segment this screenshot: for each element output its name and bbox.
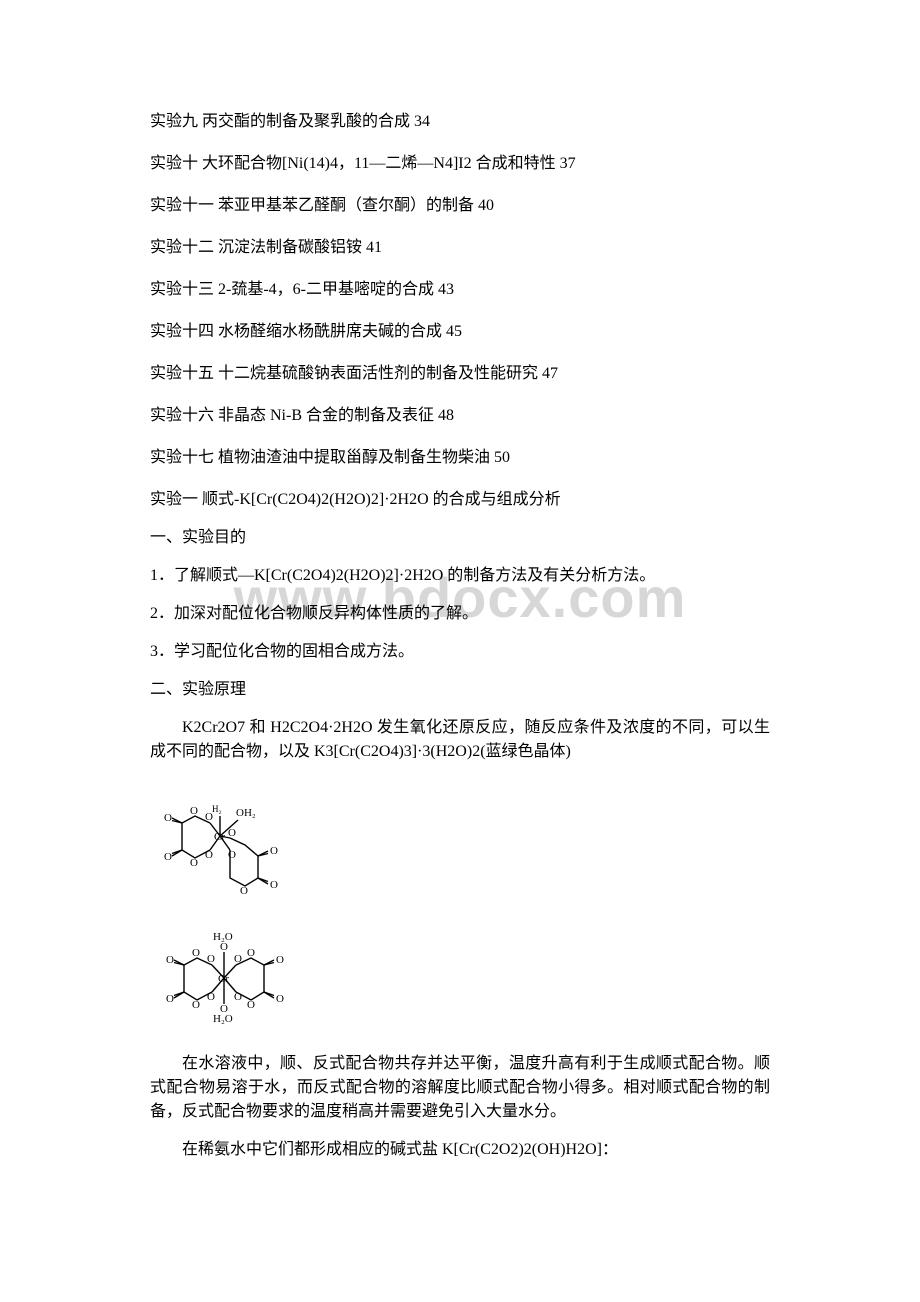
diagram-label-o: O <box>228 849 236 861</box>
section-1-title: 一、实验目的 <box>150 526 770 550</box>
diagram-label-o: O <box>240 885 248 897</box>
objective-item: 2．加深对配位化合物顺反异构体性质的了解。 <box>150 602 770 626</box>
experiment-heading: 实验一 顺式-K[Cr(C2O4)2(H2O)2]·2H2O 的合成与组成分析 <box>150 488 770 512</box>
diagram-label-o: O <box>164 812 172 824</box>
toc-line: 实验十 大环配合物[Ni(14)4，11—二烯—N4]I2 合成和特性 37 <box>150 152 770 176</box>
section-2-title: 二、实验原理 <box>150 678 770 702</box>
diagram-label-o: O <box>166 993 174 1005</box>
diagram-label-h2: H₂ <box>212 804 222 814</box>
diagram-label-o: O <box>234 991 242 1003</box>
diagram-label-o: O <box>207 991 215 1003</box>
diagram-label-o: O <box>190 857 198 869</box>
toc-line: 实验十六 非晶态 Ni-B 合金的制备及表征 48 <box>150 404 770 428</box>
document-page: 实验九 丙交酯的制备及聚乳酸的合成 34 实验十 大环配合物[Ni(14)4，1… <box>0 0 920 1236</box>
objective-item: 1．了解顺式—K[Cr(C2O4)2(H2O)2]·2H2O 的制备方法及有关分… <box>150 564 770 588</box>
diagram-label-o: O <box>207 953 215 965</box>
diagram-label-cr: Cr <box>214 831 225 843</box>
toc-line: 实验十一 苯亚甲基苯乙醛酮（查尔酮）的制备 40 <box>150 194 770 218</box>
diagram-label-o: O <box>190 805 198 817</box>
toc-line: 实验十三 2-巯基-4，6-二甲基嘧啶的合成 43 <box>150 278 770 302</box>
diagram-label-oh2: OH₂ <box>236 807 256 819</box>
toc-line: 实验十五 十二烷基硫酸钠表面活性剂的制备及性能研究 47 <box>150 362 770 386</box>
principle-paragraph: K2Cr2O7 和 H2C2O4·2H2O 发生氧化还原反应，随反应条件及浓度的… <box>150 716 770 764</box>
toc-line: 实验十二 沉淀法制备碳酸铝铵 41 <box>150 236 770 260</box>
diagram-label-o: O <box>234 953 242 965</box>
diagram-label-o: O <box>164 851 172 863</box>
toc-line: 实验十四 水杨醛缩水杨酰肼席夫碱的合成 45 <box>150 320 770 344</box>
diagram-label-o: O <box>270 879 278 891</box>
objective-item: 3．学习配位化合物的固相合成方法。 <box>150 640 770 664</box>
diagram-label-o: O <box>192 947 200 959</box>
diagram-label-o: O <box>192 999 200 1011</box>
diagram-label-o: O <box>228 827 236 839</box>
diagram-label-o: O <box>166 954 174 966</box>
diagram-label-cr: Cr <box>218 973 229 985</box>
diagram-label-o: O <box>276 993 284 1005</box>
diagram-label-o: O <box>220 941 228 953</box>
diagram-label-o: O <box>276 954 284 966</box>
toc-line: 实验九 丙交酯的制备及聚乳酸的合成 34 <box>150 110 770 134</box>
diagram-label-o: O <box>205 849 213 861</box>
complex-structure-diagram-cis: Cr O O O O O O H₂ OH₂ O O O O O <box>150 778 770 898</box>
diagram-label-o: O <box>270 845 278 857</box>
diagram-label-o: O <box>220 1003 228 1015</box>
diagram-label-o: O <box>247 999 255 1011</box>
complex-structure-diagram-trans: Cr H₂O O H₂O O O O O O O O O O O O O O <box>150 910 770 1040</box>
principle-paragraph: 在稀氨水中它们都形成相应的碱式盐 K[Cr(C2O2)2(OH)H2O]： <box>150 1138 770 1162</box>
principle-paragraph: 在水溶液中，顺、反式配合物共存并达平衡，温度升高有利于生成顺式配合物。顺式配合物… <box>150 1052 770 1124</box>
toc-line: 实验十七 植物油渣油中提取甾醇及制备生物柴油 50 <box>150 446 770 470</box>
diagram-label-o: O <box>247 947 255 959</box>
